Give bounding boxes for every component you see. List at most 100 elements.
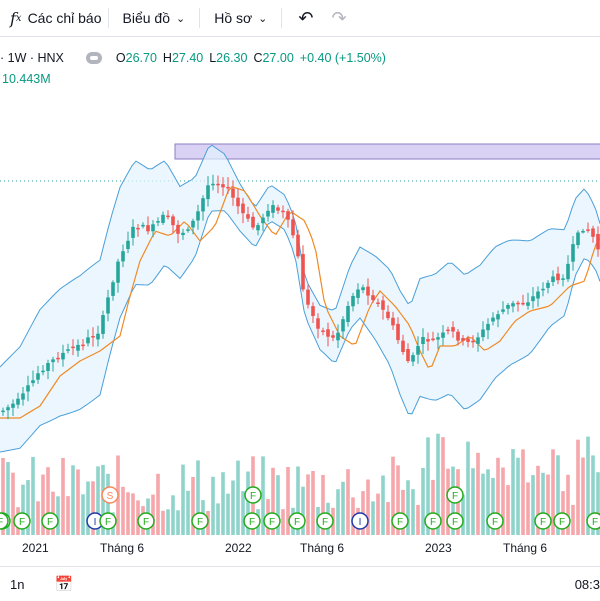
volume-bar	[321, 474, 325, 535]
volume-bar	[381, 475, 385, 535]
candle-body	[486, 323, 490, 331]
event-marker-f[interactable]: F	[288, 512, 306, 530]
bottom-toolbar: 1n 📅 08:3	[0, 566, 600, 601]
time-label: 08:3	[574, 576, 600, 592]
symbol-label[interactable]: · 1W · HNX	[0, 51, 64, 65]
candle-body	[516, 302, 520, 305]
candle-body	[316, 318, 320, 329]
event-marker-f[interactable]: F	[0, 512, 9, 530]
chart-type-button[interactable]: Biểu đồ ⌄	[123, 0, 186, 36]
volume-bar	[296, 466, 300, 535]
open-label: O	[115, 51, 126, 65]
candle-body	[451, 327, 455, 332]
event-marker-f[interactable]: F	[534, 512, 552, 530]
event-marker-f[interactable]: F	[243, 512, 261, 530]
candle-body	[326, 329, 330, 337]
event-marker-f[interactable]: F	[391, 512, 409, 530]
profile-label: Hồ sơ	[214, 10, 253, 26]
event-marker-f[interactable]: F	[41, 512, 59, 530]
event-marker-s[interactable]: S	[101, 486, 119, 504]
volume-bar	[126, 492, 130, 535]
event-markers: FFFIFFFFFFFIFFFFFSFSFFFF	[0, 486, 600, 530]
volume-bar	[441, 437, 445, 535]
candle-body	[126, 240, 130, 249]
event-marker-f[interactable]: F	[13, 512, 31, 530]
volume-bar	[71, 465, 75, 535]
volume-bar	[471, 468, 475, 535]
marker-label: F	[397, 517, 403, 528]
marker-circle	[586, 512, 600, 530]
event-marker-f[interactable]: F	[263, 512, 281, 530]
candle-body	[226, 186, 230, 189]
undo-icon[interactable]: ↶	[298, 7, 314, 28]
change-value: +0.40 (+1.50%)	[299, 51, 386, 65]
volume-bar	[211, 476, 215, 535]
candle-body	[581, 231, 585, 233]
volume-bar	[531, 475, 535, 535]
event-marker-f[interactable]: F	[586, 512, 600, 530]
indicators-button[interactable]: Các chỉ báo	[27, 10, 102, 26]
volume-bar	[486, 469, 490, 535]
marker-label: I	[359, 517, 362, 528]
volume-bar	[186, 490, 190, 535]
candle-body	[286, 211, 290, 220]
event-marker-f[interactable]: F	[486, 512, 504, 530]
event-marker-f[interactable]: F	[99, 512, 117, 530]
marker-circle	[101, 486, 119, 504]
volume-bar	[131, 493, 135, 535]
candle-body	[111, 282, 115, 296]
volume-bar	[46, 467, 50, 535]
eye-icon[interactable]	[85, 52, 102, 64]
volume-bar	[216, 503, 220, 535]
volume-bar	[376, 493, 380, 535]
close-value: 27.00	[262, 51, 294, 65]
candlesticks	[1, 174, 600, 420]
candle-body	[461, 338, 465, 341]
candle-body	[86, 337, 90, 344]
event-marker-f[interactable]: F	[446, 512, 464, 530]
candle-body	[121, 251, 125, 262]
candle-body	[26, 385, 30, 392]
volume-bar	[426, 437, 430, 535]
close-label: C	[253, 51, 263, 65]
price-chart[interactable]: FFFIFFFFFFFIFFFFFSFSFFFF 2021 Tháng 6 20…	[0, 36, 600, 566]
event-marker-f[interactable]: F	[446, 486, 464, 504]
volume-bar	[261, 456, 265, 535]
candle-body	[216, 183, 220, 186]
redo-icon[interactable]: ↷	[331, 7, 347, 28]
candle-body	[166, 215, 170, 218]
volume-bar	[6, 462, 10, 535]
candle-body	[421, 337, 425, 344]
event-marker-f[interactable]: F	[191, 512, 209, 530]
event-marker-f[interactable]: F	[424, 512, 442, 530]
calendar-range-icon[interactable]: 📅	[54, 576, 74, 593]
candle-body	[306, 289, 310, 305]
volume-bar	[546, 474, 550, 535]
volume-bar	[481, 473, 485, 535]
candle-body	[491, 317, 495, 322]
toolbar-divider	[199, 8, 201, 28]
candle-body	[31, 380, 35, 384]
volume-bar	[306, 474, 310, 535]
profile-button[interactable]: Hồ sơ ⌄	[214, 0, 267, 36]
candle-body	[416, 346, 420, 355]
candle-body	[366, 286, 370, 296]
candle-body	[406, 349, 410, 361]
volume-bar	[476, 452, 480, 535]
candle-body	[151, 224, 155, 232]
event-marker-f[interactable]: F	[137, 512, 155, 530]
event-marker-f[interactable]: F	[244, 486, 262, 504]
candle-body	[511, 303, 515, 307]
marker-circle	[13, 512, 31, 530]
candle-body	[136, 227, 140, 230]
candle-body	[341, 319, 345, 332]
event-marker-f[interactable]: F	[553, 512, 571, 530]
interval-button[interactable]: 1n	[10, 576, 25, 592]
ohlc-legend: · 1W · HNX O 26.70 H 27.40 L 26.30 C 27.…	[0, 48, 392, 68]
event-marker-f[interactable]: F	[316, 512, 334, 530]
highlight-rectangle[interactable]	[174, 143, 600, 160]
event-marker-i[interactable]: I	[351, 512, 369, 530]
volume-bar	[286, 467, 290, 535]
volume-bar	[591, 455, 595, 535]
